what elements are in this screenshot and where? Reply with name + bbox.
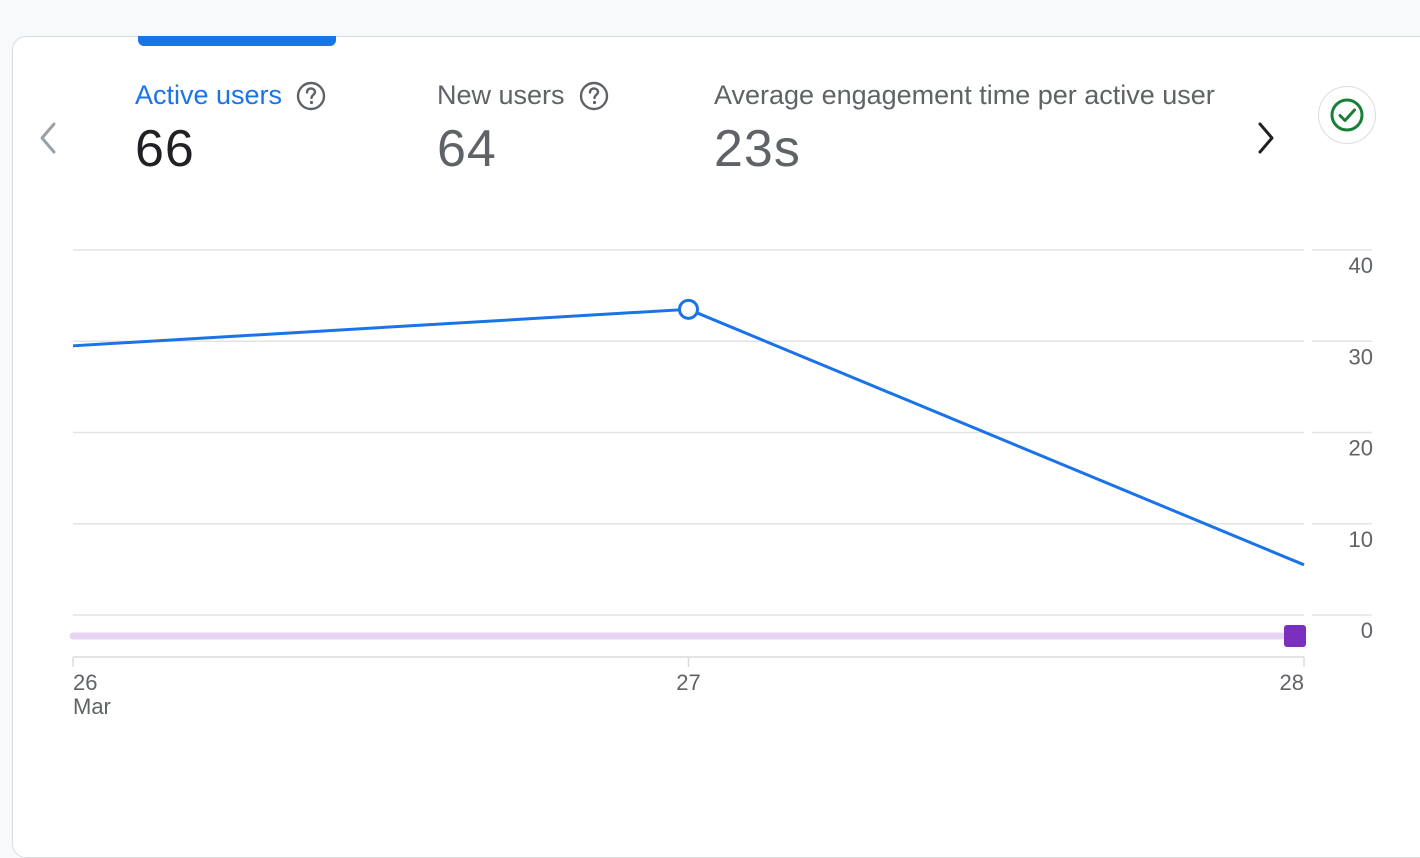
next-metric-button[interactable] (1246, 114, 1286, 162)
metrics-card (12, 36, 1420, 858)
x-tick-sublabel: Mar (73, 694, 111, 719)
help-icon[interactable] (296, 81, 326, 111)
metric-tab-active-users[interactable]: Active users 66 (135, 80, 326, 175)
prev-metric-button[interactable] (28, 114, 68, 162)
metric-label: Active users (135, 80, 283, 110)
series-line (72, 307, 1305, 567)
chevron-left-icon (40, 122, 56, 154)
x-tick-label: 27 (676, 670, 700, 695)
data-point (678, 298, 699, 320)
y-tick-label: 0 (1361, 618, 1373, 643)
metric-value: 23s (714, 120, 801, 175)
x-tick-label: 26 (73, 670, 97, 695)
metric-label: New users (437, 80, 565, 110)
check-circle-icon (1330, 98, 1364, 132)
chevron-right-icon (1258, 122, 1274, 154)
y-tick-label: 40 (1349, 253, 1373, 278)
metric-value: 64 (437, 120, 497, 178)
metric-tab-avg-engagement[interactable]: Average engagement time per active user … (714, 80, 1232, 175)
metric-label: Average engagement time per active user (714, 80, 1215, 110)
x-tick-label: 28 (1280, 670, 1304, 695)
status-badge[interactable] (1318, 86, 1376, 144)
active-tab-indicator (138, 36, 336, 46)
y-tick-label: 20 (1349, 436, 1373, 461)
metric-tab-new-users[interactable]: New users 64 (437, 80, 609, 175)
y-tick-label: 10 (1349, 527, 1373, 552)
metric-value: 66 (135, 120, 195, 178)
y-tick-label: 30 (1349, 344, 1373, 369)
benchmark-marker (1284, 624, 1306, 647)
help-icon[interactable] (579, 81, 609, 111)
